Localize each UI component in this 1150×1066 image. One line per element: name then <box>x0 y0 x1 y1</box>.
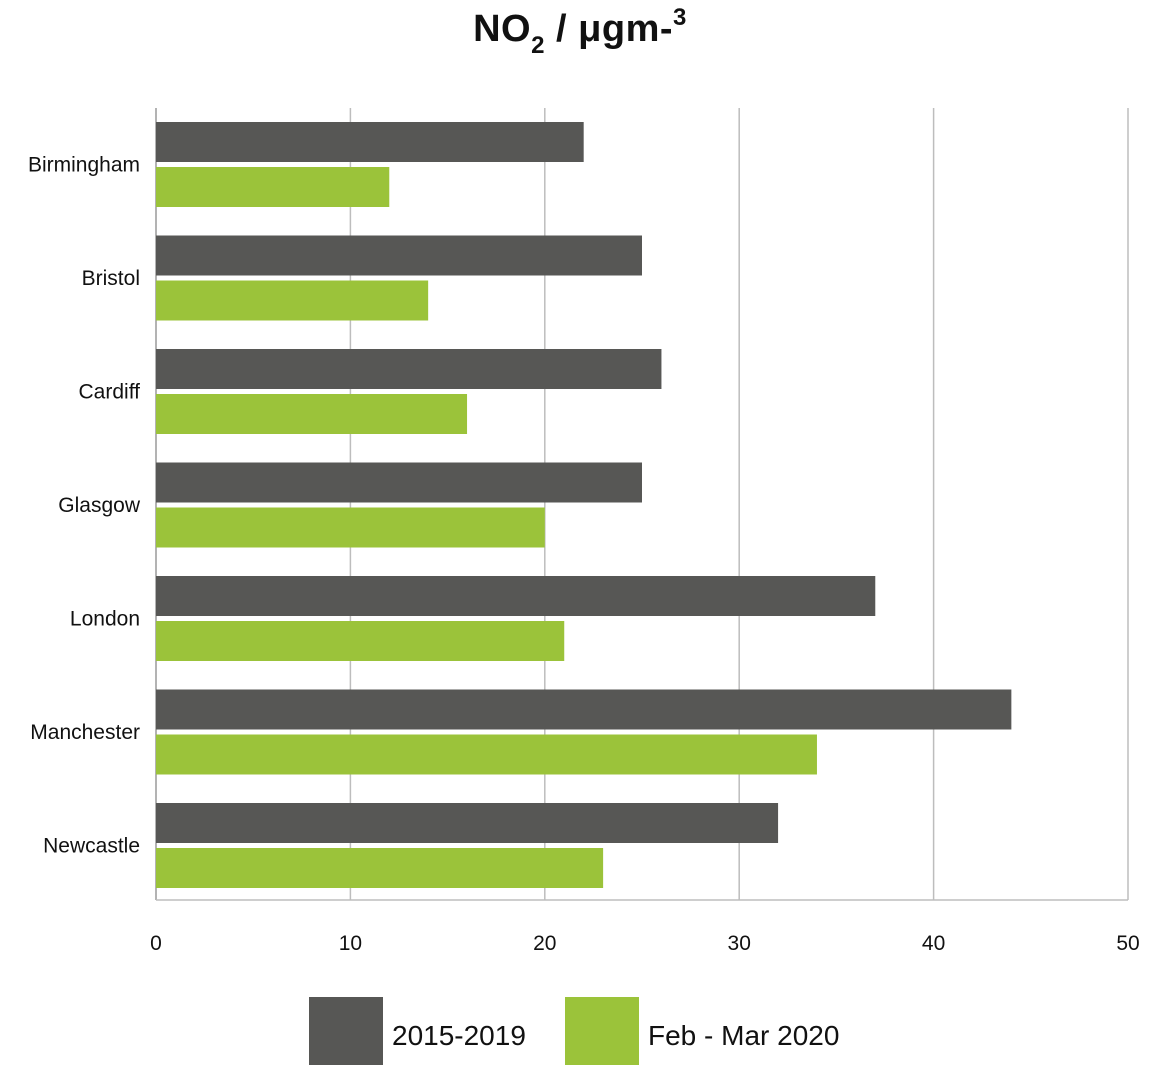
x-tick-label: 20 <box>533 932 556 955</box>
legend-swatch-2 <box>565 997 639 1065</box>
chart-title-main: NO <box>473 8 532 50</box>
x-axis-ticks: 0 10 20 30 40 50 <box>150 932 1140 955</box>
category-label-manchester: Manchester <box>30 721 140 744</box>
legend-label-1: 2015-2019 <box>392 1020 526 1051</box>
chart-title-superscript: 3 <box>673 4 687 31</box>
bar-glasgow-series-2 <box>156 507 545 548</box>
bar-manchester-series-2 <box>156 734 817 775</box>
grid-lines <box>155 108 1129 901</box>
bar-cardiff-series-1 <box>156 349 662 389</box>
bar-manchester-series-1 <box>156 689 1012 730</box>
bar-bristol-series-1 <box>156 235 642 276</box>
x-tick-label: 30 <box>728 932 751 955</box>
bar-birmingham-series-2 <box>156 167 390 207</box>
bar-glasgow-series-1 <box>156 462 642 503</box>
bar-birmingham-series-1 <box>156 122 584 162</box>
bar-cardiff-series-2 <box>156 394 468 434</box>
bar-bristol-series-2 <box>156 280 429 321</box>
category-label-cardiff: Cardiff <box>79 381 141 404</box>
bar-newcastle-series-2 <box>156 848 604 888</box>
x-tick-label: 40 <box>922 932 945 955</box>
category-label-bristol: Bristol <box>82 267 140 290</box>
bar-newcastle-series-1 <box>156 803 779 843</box>
x-tick-label: 50 <box>1116 932 1139 955</box>
legend: 2015-2019 Feb - Mar 2020 <box>309 997 839 1065</box>
category-label-birmingham: Birmingham <box>28 154 140 177</box>
legend-swatch-1 <box>309 997 383 1065</box>
chart-title: NO2 / μgm-3 <box>0 4 1150 59</box>
bar-london-series-2 <box>156 621 565 661</box>
x-tick-label: 0 <box>150 932 162 955</box>
bar-london-series-1 <box>156 576 876 616</box>
category-label-london: London <box>70 608 140 631</box>
chart-title-unit: / μgm- <box>544 8 674 50</box>
legend-label-2: Feb - Mar 2020 <box>648 1020 839 1051</box>
bars <box>156 122 1012 888</box>
category-label-glasgow: Glasgow <box>58 494 141 517</box>
chart-title-subscript: 2 <box>531 32 545 59</box>
x-tick-label: 10 <box>339 932 362 955</box>
category-labels: Birmingham Bristol Cardiff Glasgow London Man… <box>28 154 141 858</box>
category-label-newcastle: Newcastle <box>43 835 140 858</box>
